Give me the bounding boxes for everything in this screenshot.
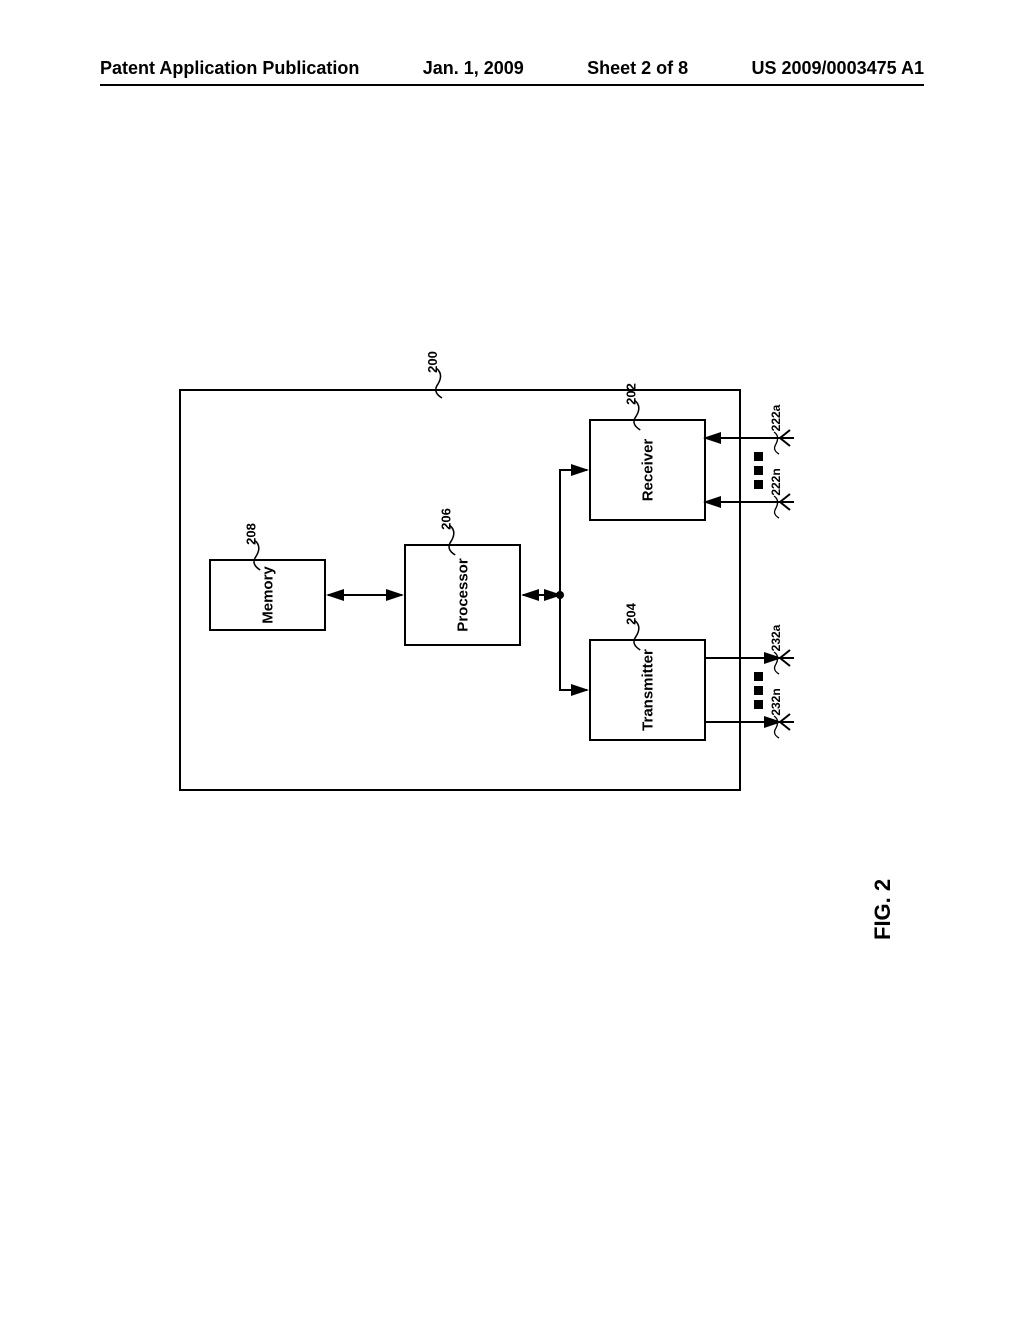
header-divider — [100, 84, 924, 86]
transmitter-label: Transmitter — [640, 649, 657, 731]
ref-232n: 232n — [769, 688, 783, 715]
figure-caption: FIG. 2 — [870, 879, 896, 940]
diagram-svg: 200 Memory 208 Processor 206 Receiver 20… — [160, 350, 860, 950]
receiver-label: Receiver — [640, 439, 657, 502]
figure-2: 200 Memory 208 Processor 206 Receiver 20… — [160, 350, 860, 950]
ellipsis-tx — [754, 672, 763, 709]
ref-232a: 232a — [769, 624, 783, 651]
ellipsis-rx — [754, 452, 763, 489]
ref-222a: 222a — [769, 404, 783, 431]
header-pubno: US 2009/0003475 A1 — [752, 58, 924, 79]
ref-222n: 222n — [769, 468, 783, 495]
processor-label: Processor — [455, 558, 472, 632]
memory-label: Memory — [260, 566, 277, 624]
header-date: Jan. 1, 2009 — [423, 58, 524, 79]
header-sheet: Sheet 2 of 8 — [587, 58, 688, 79]
page-header: Patent Application Publication Jan. 1, 2… — [0, 58, 1024, 79]
header-publication: Patent Application Publication — [100, 58, 359, 79]
edge-junction-transmitter — [560, 595, 587, 690]
edge-junction-receiver — [560, 470, 587, 595]
